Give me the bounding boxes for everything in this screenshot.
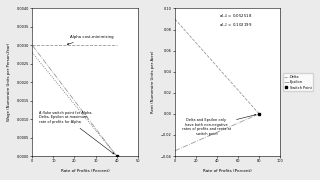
Text: Alpha cost-minimizing: Alpha cost-minimizing xyxy=(67,35,114,45)
Text: A fluke switch point for Alpha,
Delta, Epsilon at maximum
rate of profits for Al: A fluke switch point for Alpha, Delta, E… xyxy=(39,111,114,154)
Text: Delta and Epsilon only
have both non-negative
rates of profits and rents at
swit: Delta and Epsilon only have both non-neg… xyxy=(182,114,256,136)
X-axis label: Rate of Profits (Percent): Rate of Profits (Percent) xyxy=(203,169,252,173)
Epsilon xyxy=(173,150,177,152)
Text: $a_{1,4}$ = 0.052518
$a_{1,2}$ = 0.102199: $a_{1,4}$ = 0.052518 $a_{1,2}$ = 0.10219… xyxy=(219,13,252,29)
Line: Delta: Delta xyxy=(175,19,259,114)
Legend: Delta, Epsilon, Switch Point: Delta, Epsilon, Switch Point xyxy=(283,73,313,91)
Line: Epsilon: Epsilon xyxy=(175,114,259,151)
Y-axis label: Rent (Numeraire Units per Acre): Rent (Numeraire Units per Acre) xyxy=(151,51,155,113)
Delta xyxy=(257,113,261,115)
Delta xyxy=(173,18,177,20)
X-axis label: Rate of Profits (Percent): Rate of Profits (Percent) xyxy=(61,169,109,173)
Epsilon xyxy=(257,113,261,115)
Y-axis label: Wage (Numeraire Units per Person-Year): Wage (Numeraire Units per Person-Year) xyxy=(7,43,11,122)
